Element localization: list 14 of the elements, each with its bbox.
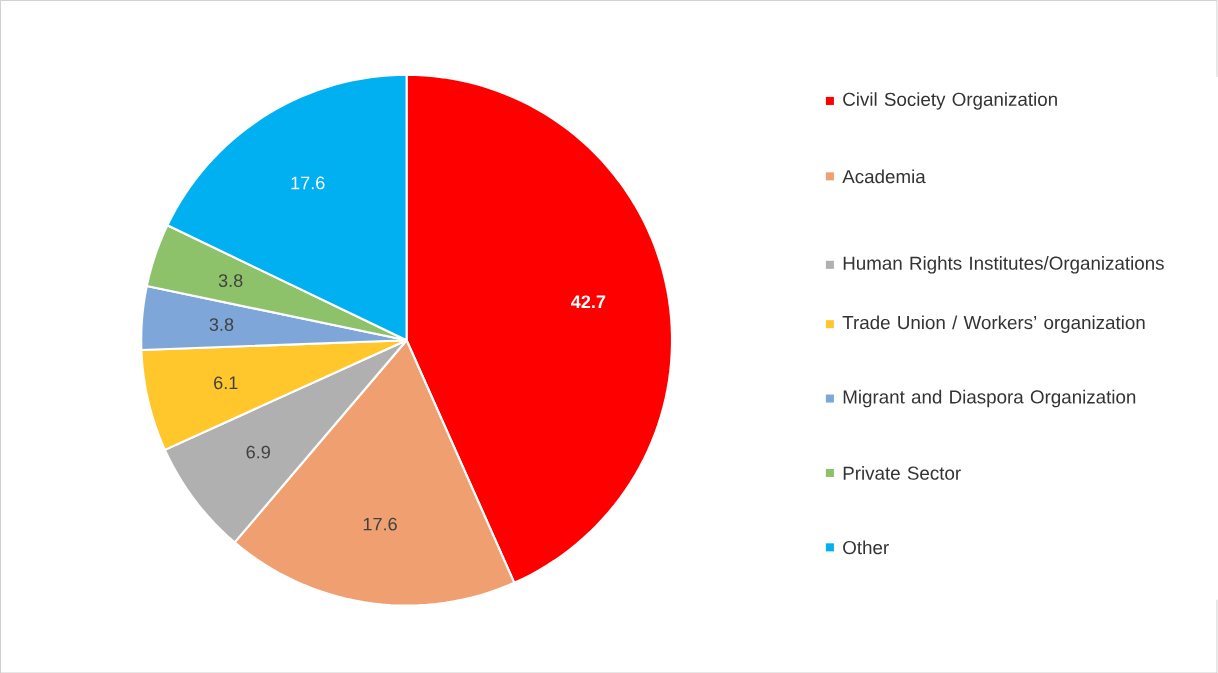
data-label: 6.1: [214, 376, 238, 389]
legend-label: Other: [843, 540, 889, 555]
data-label: 42.7: [571, 295, 606, 308]
legend-label: Human Rights Institutes/Organizations: [843, 255, 1164, 274]
legend-label: Civil Society Organization: [843, 91, 1057, 110]
legend-label: Academia: [842, 169, 926, 184]
legend-label: Private Sector: [843, 465, 961, 480]
data-label: 3.8: [209, 317, 234, 331]
data-label: 17.6: [363, 517, 397, 531]
data-label: 6.9: [246, 445, 270, 459]
data-label: 3.8: [218, 273, 243, 287]
legend-label: Migrant and Diaspora Organization: [843, 389, 1136, 408]
legend-label: Trade Union / Workers’ organization: [842, 315, 1145, 333]
data-label: 17.6: [291, 176, 325, 190]
